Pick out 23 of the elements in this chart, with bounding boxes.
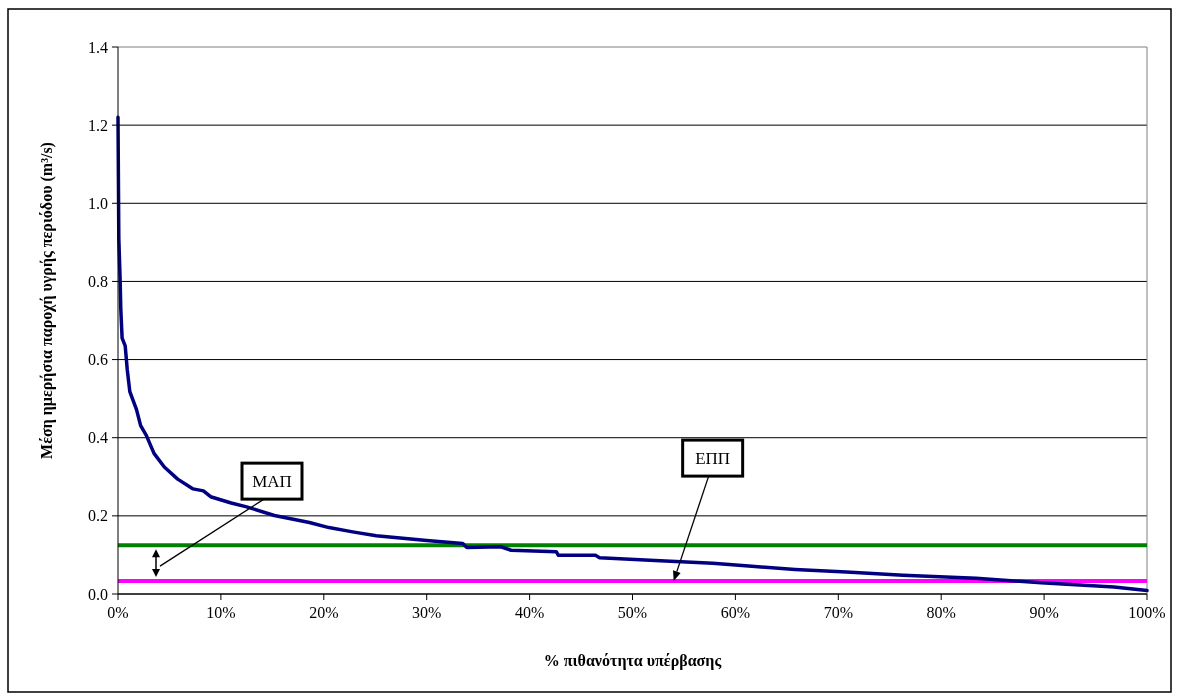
y-tick-label: 0.6 (88, 351, 108, 369)
x-tick-label: 90% (1029, 604, 1059, 621)
x-tick-label: 10% (206, 604, 236, 621)
x-tick-label: 80% (926, 604, 956, 621)
ref-line-label: ΕΠΠ (695, 449, 731, 469)
x-tick-label: 30% (412, 604, 442, 621)
x-axis-title: % πιθανότητα υπέρβασης (543, 652, 722, 670)
x-tick-label: 70% (823, 604, 853, 621)
y-tick-label: 0.8 (88, 273, 108, 291)
y-tick-label: 1.2 (88, 116, 108, 134)
x-tick-label: 40% (514, 604, 545, 621)
x-tick-label: 50% (617, 604, 648, 621)
y-axis-title: Μέση ημερήσια παροχή υγρής περιόδου (m³/s) (38, 142, 56, 459)
y-tick-label: 1.4 (88, 38, 108, 56)
y-tick-label: 1.0 (88, 194, 108, 212)
annotation: ΜΑΠ (252, 472, 292, 492)
x-tick-label: 0% (107, 604, 129, 621)
y-tick-label: 0.2 (88, 507, 108, 525)
y-tick-label: 0.0 (88, 585, 108, 603)
y-tick-label: 0.4 (88, 429, 108, 447)
x-tick-label: 100% (1128, 604, 1166, 621)
x-tick-label: 60% (720, 604, 751, 621)
x-tick-label: 20% (309, 604, 339, 621)
